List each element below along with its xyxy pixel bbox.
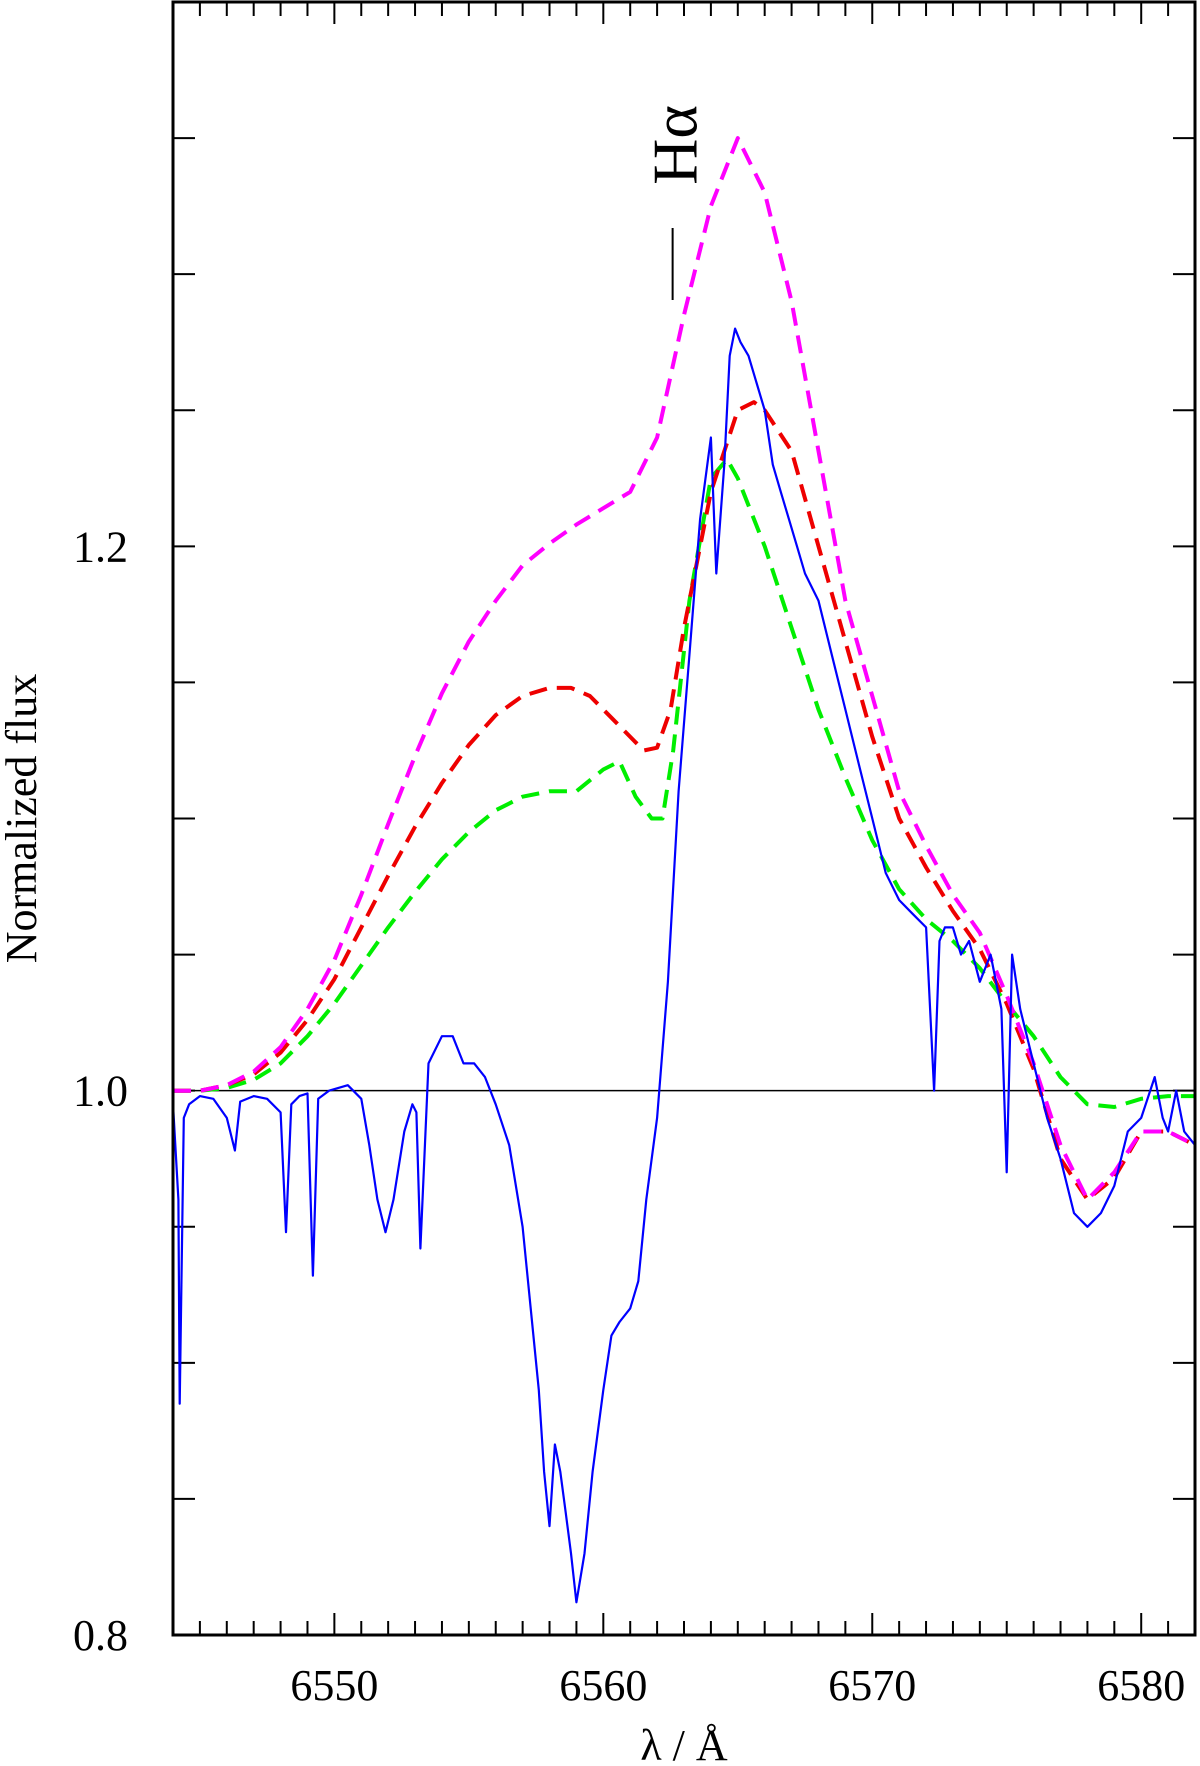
series-line-model-green	[173, 457, 1195, 1109]
x-tick-label: 6550	[290, 1661, 378, 1710]
tick-label-layer: 6550 6560 6570 6580 0.8 1.0 1.2	[73, 522, 1185, 1710]
series-layer	[171, 136, 1196, 1604]
x-tick-label: 6580	[1097, 1661, 1185, 1710]
y-tick-label: 1.2	[73, 522, 128, 571]
plot-frame	[171, 0, 1197, 1637]
x-axis-title: λ / Å	[640, 1721, 728, 1766]
y-axis-title: Normalized flux	[0, 674, 46, 964]
series-line-observed	[171, 327, 1196, 1604]
y-tick-label: 1.0	[73, 1067, 128, 1116]
x-tick-label: 6570	[828, 1661, 916, 1710]
y-tick-label: 0.8	[73, 1611, 128, 1660]
x-tick-label: 6560	[559, 1661, 647, 1710]
halpha-label: Hα	[640, 105, 711, 185]
